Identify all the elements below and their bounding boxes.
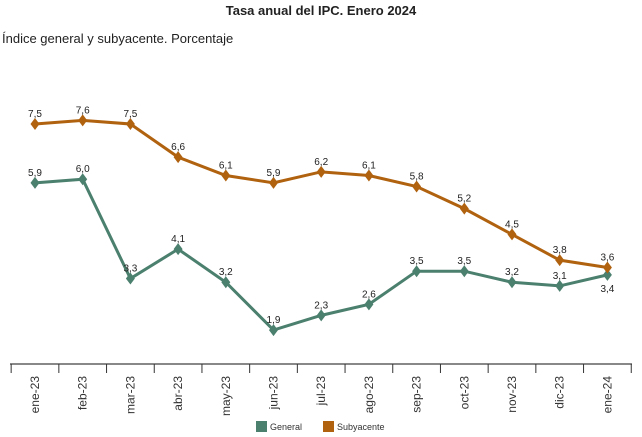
x-tick-label: mar-23: [123, 376, 137, 414]
legend-label-subyacente: Subyacente: [337, 422, 385, 432]
x-tick-label: may-23: [219, 376, 233, 416]
data-label-general: 3,5: [410, 256, 424, 267]
data-label-general: 3,5: [457, 256, 471, 267]
chart-title: Tasa anual del IPC. Enero 2024: [225, 3, 417, 18]
data-label-subyacente: 3,6: [600, 253, 614, 264]
data-point-general: [602, 268, 612, 281]
data-point-subyacente: [507, 228, 517, 241]
data-point-general: [316, 309, 326, 322]
data-point-general: [78, 173, 88, 186]
data-point-general: [269, 324, 278, 337]
legend-swatch-general: [256, 421, 267, 432]
legend-swatch-subyacente: [323, 421, 334, 432]
data-label-subyacente: 3,8: [553, 245, 567, 256]
data-label-general: 5,9: [28, 168, 42, 179]
series-line-subyacente: [34, 118, 608, 270]
data-label-general: 4,1: [171, 234, 185, 245]
data-point-subyacente: [412, 180, 422, 193]
data-label-general: 1,9: [267, 315, 281, 326]
x-tick-label: ene-23: [28, 376, 42, 414]
data-point-subyacente: [221, 169, 231, 182]
data-point-general: [125, 272, 135, 285]
x-tick-label: feb-23: [76, 376, 90, 410]
data-point-general: [507, 276, 517, 289]
data-point-subyacente: [78, 114, 88, 127]
data-point-subyacente: [602, 261, 612, 274]
data-point-general: [412, 265, 422, 278]
x-tick-label: dic-23: [553, 376, 567, 409]
data-point-subyacente: [30, 118, 40, 130]
data-label-subyacente: 6,1: [219, 161, 233, 172]
data-point-subyacente: [459, 202, 469, 215]
data-label-subyacente: 4,5: [505, 219, 519, 230]
data-point-subyacente: [125, 118, 135, 130]
data-label-subyacente: 6,6: [171, 142, 185, 153]
data-label-subyacente: 7,5: [123, 109, 137, 120]
data-label-subyacente: 5,2: [457, 194, 471, 205]
data-label-general: 3,2: [505, 267, 519, 278]
data-label-general: 3,4: [600, 284, 614, 295]
data-label-general: 3,3: [123, 264, 137, 275]
data-label-general: 3,1: [553, 271, 567, 282]
data-label-subyacente: 6,2: [314, 157, 328, 168]
data-point-subyacente: [364, 169, 374, 182]
data-point-general: [555, 279, 565, 292]
x-tick-label: jul-23: [314, 376, 328, 407]
x-tick-label: ago-23: [362, 376, 376, 414]
x-tick-label: oct-23: [457, 376, 471, 410]
data-label-subyacente: 6,1: [362, 161, 376, 172]
data-label-subyacente: 5,9: [267, 168, 281, 179]
data-point-subyacente: [269, 176, 278, 189]
chart-subtitle: Índice general y subyacente. Porcentaje: [2, 31, 234, 46]
legend-label-general: General: [270, 422, 302, 432]
data-label-subyacente: 7,6: [76, 105, 90, 116]
data-label-subyacente: 5,8: [410, 172, 424, 183]
x-tick-label: jun-23: [267, 376, 281, 411]
data-label-general: 2,3: [314, 300, 328, 311]
data-point-subyacente: [316, 165, 326, 178]
x-tick-label: ene-24: [600, 376, 614, 414]
x-tick-label: sep-23: [410, 376, 424, 413]
data-point-general: [459, 265, 469, 278]
data-point-general: [364, 298, 374, 311]
data-point-general: [173, 243, 183, 256]
data-label-general: 6,0: [76, 164, 90, 175]
x-tick-label: abr-23: [171, 376, 185, 411]
data-label-subyacente: 7,5: [28, 109, 42, 120]
data-point-subyacente: [173, 151, 183, 164]
data-label-general: 2,6: [362, 289, 376, 300]
x-tick-label: nov-23: [505, 376, 519, 413]
data-point-general: [30, 176, 40, 189]
data-point-subyacente: [555, 254, 565, 267]
data-label-general: 3,2: [219, 267, 233, 278]
data-point-general: [221, 276, 231, 289]
